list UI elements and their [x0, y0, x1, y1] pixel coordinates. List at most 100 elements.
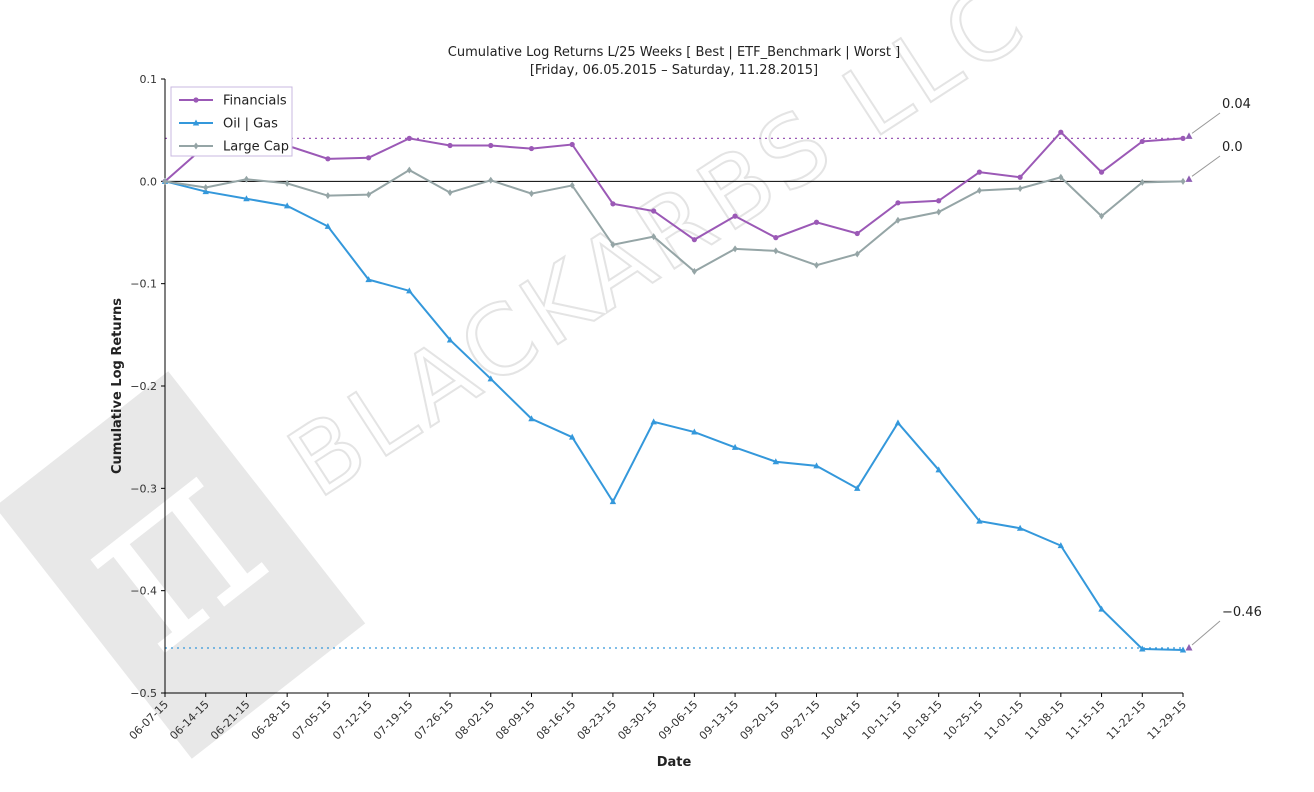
data-point-financials — [1180, 135, 1186, 141]
reference-lines — [165, 137, 1183, 649]
legend-marker-oil-gas — [192, 119, 200, 126]
data-point-oil-gas — [446, 336, 454, 343]
data-point-financials — [610, 201, 616, 207]
series-line-financials — [164, 130, 1184, 241]
x-tick-label: 11-29-15 — [1145, 698, 1190, 743]
data-point-oil-gas — [202, 188, 209, 195]
data-point-financials — [366, 155, 372, 161]
data-point-oil-gas — [487, 375, 494, 382]
data-point-financials — [854, 230, 860, 237]
data-point-oil-gas — [976, 517, 983, 524]
end-label-oil-gas: −0.46 — [1222, 605, 1262, 620]
data-point-large-cap — [773, 247, 779, 255]
y-axis-label: Cumulative Log Returns — [110, 298, 125, 474]
x-tick-label: 07-05-15 — [289, 698, 334, 743]
x-tick-label: 07-12-15 — [330, 698, 375, 743]
data-point-financials — [651, 208, 657, 214]
y-tick-label: −0.1 — [130, 278, 157, 291]
x-tick-label: 07-26-15 — [412, 698, 457, 743]
data-point-large-cap — [936, 208, 942, 216]
end-marker-large-cap — [1185, 175, 1193, 182]
legend-label-financials: Financials — [223, 94, 287, 109]
data-point-oil-gas — [569, 433, 576, 440]
legend: Financials Oil | Gas Large Cap — [170, 86, 293, 157]
data-point-oil-gas — [731, 443, 739, 450]
end-leader-large-cap — [1191, 155, 1221, 177]
x-tick-label: 10-25-15 — [941, 698, 986, 743]
data-point-financials — [976, 169, 983, 175]
data-point-oil-gas — [1057, 542, 1065, 549]
data-point-oil-gas — [283, 202, 291, 209]
y-tick-label: 0.1 — [140, 73, 158, 86]
end-labels: 0.04 0.0 −0.46 — [1185, 97, 1262, 651]
data-point-large-cap — [569, 181, 575, 189]
data-point-oil-gas — [772, 458, 779, 465]
data-point-large-cap — [203, 183, 209, 191]
legend-label-large-cap: Large Cap — [223, 140, 289, 155]
data-point-financials — [813, 219, 820, 225]
data-point-large-cap — [366, 191, 372, 199]
data-point-large-cap — [895, 216, 901, 224]
x-tick-label: 10-11-15 — [860, 698, 905, 743]
data-point-large-cap — [732, 245, 738, 253]
data-point-large-cap — [854, 250, 860, 258]
data-point-oil-gas — [324, 222, 332, 229]
legend-box — [170, 86, 293, 157]
data-point-financials — [406, 135, 412, 141]
legend-label-oil-gas: Oil | Gas — [223, 117, 278, 132]
x-tick-label: 08-30-15 — [615, 698, 660, 743]
data-point-large-cap — [610, 241, 616, 249]
data-point-oil-gas — [894, 419, 902, 426]
data-point-oil-gas — [1098, 605, 1105, 612]
x-tick-label: 07-19-15 — [371, 698, 416, 743]
data-point-oil-gas — [691, 428, 698, 435]
y-tick-label: −0.4 — [130, 585, 157, 598]
x-tick-label: 09-27-15 — [778, 698, 823, 743]
data-point-financials — [569, 141, 575, 148]
data-point-oil-gas — [528, 415, 535, 422]
series-line-oil-gas — [164, 180, 1184, 652]
data-point-financials — [773, 235, 779, 241]
x-tick-label: 11-22-15 — [1104, 698, 1149, 743]
data-point-financials — [1098, 169, 1105, 175]
x-tick-label: 10-04-15 — [819, 698, 864, 743]
data-point-financials — [936, 198, 942, 204]
data-point-large-cap — [528, 190, 534, 198]
end-label-large-cap: 0.0 — [1222, 140, 1243, 155]
x-tick-label: 08-23-15 — [575, 698, 620, 743]
data-point-large-cap — [325, 192, 331, 200]
data-point-oil-gas — [365, 276, 372, 283]
data-point-financials — [488, 142, 494, 149]
data-point-oil-gas — [854, 484, 861, 491]
data-point-large-cap — [1099, 212, 1105, 220]
end-marker-financials — [1185, 132, 1193, 139]
data-point-large-cap — [1058, 173, 1064, 181]
data-point-oil-gas — [243, 195, 250, 202]
data-point-large-cap — [691, 267, 697, 275]
data-point-large-cap — [284, 179, 290, 187]
x-tick-label: 11-15-15 — [1063, 698, 1108, 743]
data-point-large-cap — [976, 187, 982, 195]
data-point-financials — [895, 200, 901, 206]
end-leader-oil-gas — [1191, 620, 1221, 646]
x-tick-label: 11-01-15 — [982, 698, 1027, 743]
data-point-financials — [1017, 174, 1023, 180]
end-marker-oil-gas — [1185, 644, 1193, 651]
data-point-financials — [732, 213, 738, 219]
x-tick-label: 09-20-15 — [737, 698, 782, 743]
data-point-financials — [447, 142, 453, 149]
data-point-financials — [325, 156, 331, 162]
series-line-large-cap — [164, 168, 1184, 273]
data-point-large-cap — [1139, 178, 1145, 186]
y-tick-label: −0.3 — [130, 482, 157, 495]
legend-marker-financials — [193, 97, 199, 103]
y-tick-label: −0.2 — [130, 380, 157, 393]
data-point-oil-gas — [1139, 645, 1146, 652]
y-tick-label: −0.5 — [130, 687, 157, 700]
legend-marker-large-cap — [193, 142, 199, 150]
data-point-oil-gas — [1016, 524, 1024, 531]
data-point-oil-gas — [813, 462, 820, 469]
x-tick-label: 08-09-15 — [493, 698, 538, 743]
chart-subtitle: [Friday, 06.05.2015 – Saturday, 11.28.20… — [530, 63, 818, 78]
